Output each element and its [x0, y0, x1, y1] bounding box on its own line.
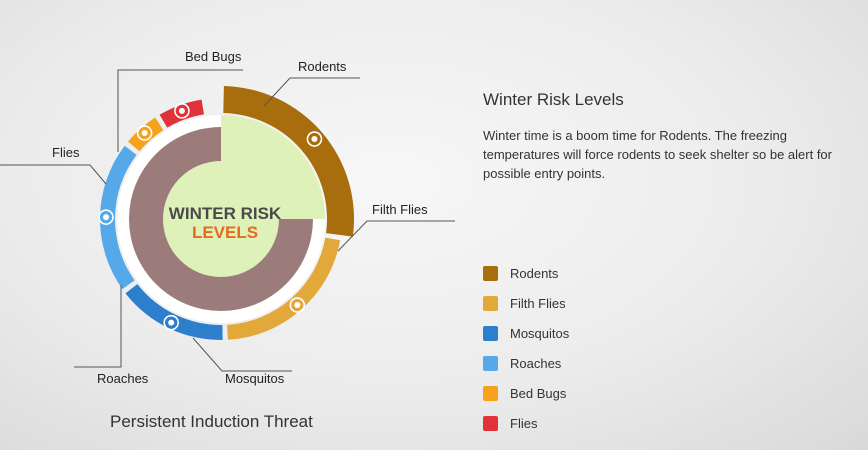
segment-roaches	[100, 145, 137, 290]
marker-filth-flies	[289, 297, 306, 313]
category-label-roaches: Roaches	[97, 371, 149, 386]
labels-layer: Rodents Filth Flies Mosquitos Roaches Bed Bu…	[0, 49, 455, 386]
markers-layer	[98, 103, 323, 331]
legend-item-roaches: Roaches	[483, 348, 569, 378]
legend-swatch	[483, 385, 498, 401]
center-label-line1: WINTER RISK	[169, 204, 282, 223]
legend-label: Bed Bugs	[510, 385, 567, 401]
legend-item-bed-bugs: Bed Bugs	[483, 378, 569, 408]
legend-item-rodents: Rodents	[483, 258, 569, 288]
segment-mosquitos	[125, 284, 223, 341]
segment-filth-flies	[227, 237, 341, 340]
legend-swatch	[483, 295, 498, 311]
category-label-filth-flies: Filth Flies	[372, 202, 428, 217]
category-label-flies: Flies	[52, 145, 80, 160]
category-label-bed-bugs: Bed Bugs	[185, 49, 242, 64]
legend-label: Mosquitos	[510, 325, 570, 341]
leader-line-mosquitos	[192, 337, 292, 372]
legend-label: Flies	[510, 415, 538, 431]
marker-flies	[174, 103, 190, 119]
marker-bed-bugs	[136, 125, 153, 141]
legend-swatch	[483, 355, 498, 371]
leader-line-bed-bugs	[117, 69, 243, 152]
category-label-rodents: Rodents	[298, 59, 347, 74]
chart-legend: Rodents Filth Flies Mosquitos Roaches Be…	[483, 258, 569, 438]
legend-swatch	[483, 325, 498, 341]
center-disc	[163, 161, 279, 277]
legend-swatch	[483, 265, 498, 281]
marker-roaches	[98, 209, 114, 225]
leader-line-rodents	[263, 77, 360, 107]
info-text: Winter time is a boom time for Rodents. …	[483, 128, 832, 181]
legend-item-flies: Flies	[483, 408, 569, 438]
chart-caption: Persistent Induction Threat	[110, 412, 313, 431]
segment-rodents	[223, 86, 355, 237]
marker-rodents	[306, 131, 323, 147]
legend-label: Roaches	[510, 355, 562, 371]
info-title: Winter Risk Levels	[483, 90, 624, 109]
legend-item-filth-flies: Filth Flies	[483, 288, 569, 318]
leader-line-filth-flies	[337, 220, 455, 252]
leader-line-flies	[0, 164, 107, 185]
legend-item-mosquitos: Mosquitos	[483, 318, 569, 348]
legend-swatch	[483, 415, 498, 431]
category-label-mosquitos: Mosquitos	[225, 371, 285, 386]
center-label-line2: LEVELS	[192, 223, 258, 242]
legend-label: Rodents	[510, 265, 559, 281]
leader-line-roaches	[74, 285, 122, 368]
marker-mosquitos	[163, 314, 179, 331]
legend-label: Filth Flies	[510, 295, 566, 311]
